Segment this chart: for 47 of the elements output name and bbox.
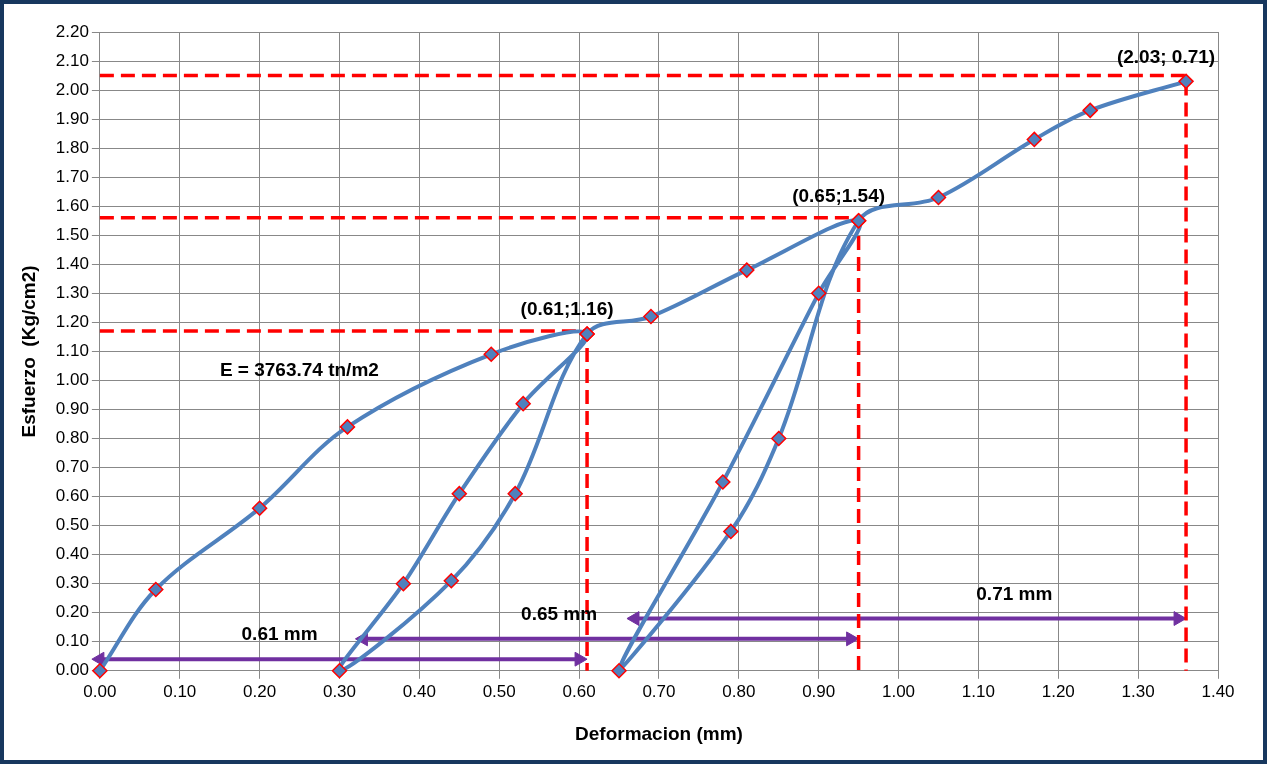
x-tick-label: 0.30 bbox=[322, 681, 357, 701]
annotation: E = 3763.74 tn/m2 bbox=[219, 358, 379, 380]
annotation: 0.61 mm bbox=[241, 623, 318, 645]
x-tick-label: 0.60 bbox=[562, 681, 596, 701]
x-tick-label: 0.70 bbox=[642, 681, 676, 701]
x-tick-label: 0.80 bbox=[722, 681, 756, 701]
y-tick-label: 0.00 bbox=[55, 660, 89, 680]
annotation: (2.03; 0.71) bbox=[1116, 45, 1216, 67]
y-tick-label: 0.70 bbox=[55, 457, 89, 477]
y-axis-title: Esfuerzo (Kg/cm2) bbox=[17, 265, 39, 438]
y-tick-label: 1.90 bbox=[55, 108, 89, 128]
x-tick-label: 1.10 bbox=[961, 681, 995, 701]
y-tick-label: 0.80 bbox=[55, 428, 89, 448]
y-tick-label: 1.30 bbox=[55, 283, 89, 303]
x-tick-label: 0.10 bbox=[163, 681, 197, 701]
x-tick-label: 0.90 bbox=[802, 681, 836, 701]
x-tick-label: 0.00 bbox=[83, 681, 117, 701]
y-tick-label: 1.80 bbox=[55, 137, 89, 157]
x-tick-label: 1.40 bbox=[1201, 681, 1235, 701]
y-tick-label: 1.10 bbox=[55, 341, 89, 361]
annotation: 0.71 mm bbox=[976, 582, 1053, 604]
y-tick-label: 0.30 bbox=[55, 573, 89, 593]
y-tick-label: 1.70 bbox=[55, 166, 89, 186]
y-tick-label: 1.20 bbox=[55, 312, 89, 332]
y-tick-label: 2.00 bbox=[55, 79, 89, 99]
y-tick-label: 0.60 bbox=[55, 486, 89, 506]
x-tick-label: 1.30 bbox=[1121, 681, 1155, 701]
annotation: (0.61;1.16) bbox=[520, 298, 614, 320]
x-tick-label: 0.40 bbox=[402, 681, 436, 701]
x-tick-label: 1.20 bbox=[1041, 681, 1075, 701]
x-tick-label: 0.50 bbox=[482, 681, 516, 701]
y-tick-label: 0.10 bbox=[55, 631, 89, 651]
x-axis-title: Deformacion (mm) bbox=[575, 722, 743, 744]
y-tick-label: 2.20 bbox=[55, 21, 89, 41]
y-tick-label: 1.40 bbox=[55, 253, 89, 273]
y-tick-label: 0.50 bbox=[55, 515, 89, 535]
y-tick-label: 1.00 bbox=[55, 370, 89, 390]
y-tick-label: 2.10 bbox=[55, 50, 89, 70]
y-tick-label: 0.40 bbox=[55, 544, 89, 564]
y-tick-label: 1.50 bbox=[55, 224, 89, 244]
x-tick-label: 1.00 bbox=[881, 681, 916, 701]
y-tick-label: 0.90 bbox=[55, 399, 89, 419]
y-tick-label: 1.60 bbox=[55, 195, 89, 215]
annotation: 0.65 mm bbox=[521, 603, 598, 625]
annotation: (0.65;1.54) bbox=[792, 184, 886, 206]
x-tick-label: 0.20 bbox=[243, 681, 277, 701]
y-tick-label: 0.20 bbox=[55, 602, 89, 622]
